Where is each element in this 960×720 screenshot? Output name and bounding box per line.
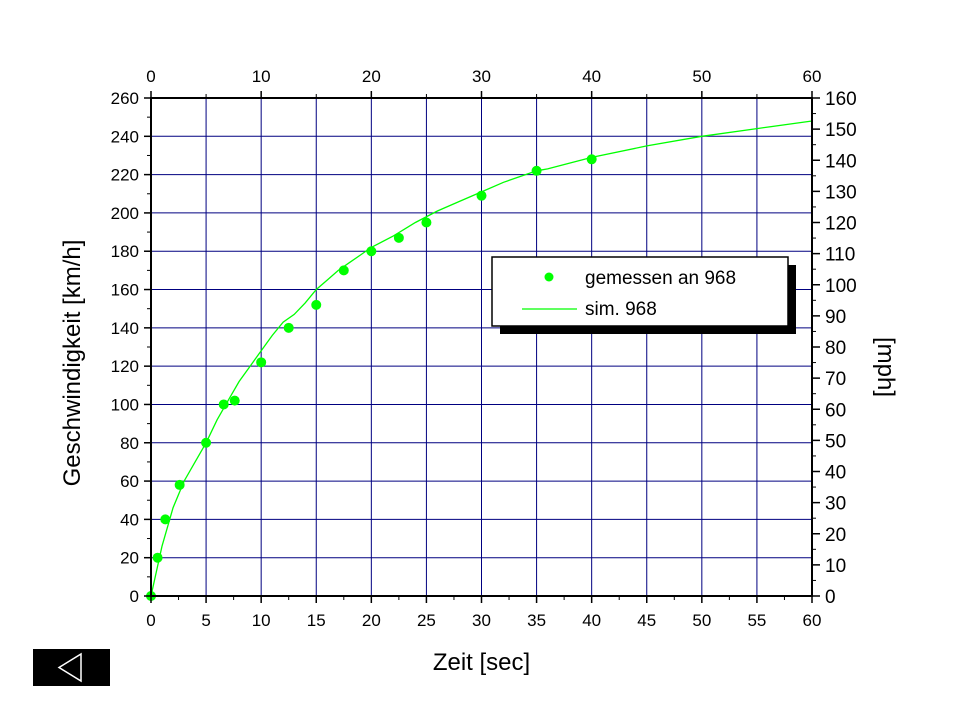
y2-tick-label: 120 — [825, 214, 857, 235]
y2-tick-label: 20 — [825, 525, 846, 546]
y2-tick-label: 110 — [825, 245, 855, 266]
points-layer — [146, 154, 597, 601]
x2-tick-label: 30 — [472, 67, 491, 86]
ticks-layer — [144, 91, 820, 603]
x2-tick-label: 10 — [252, 67, 271, 86]
y-axis-label: Geschwindigkeit [km/h] — [59, 240, 86, 487]
x2-tick-label: 50 — [692, 67, 711, 86]
x-axis-label: Zeit [sec] — [433, 649, 530, 676]
data-point — [229, 395, 240, 406]
y2-tick-label: 30 — [825, 494, 846, 515]
y2-axis-label: [mph] — [872, 337, 899, 397]
y2-tick-label: 160 — [825, 89, 857, 110]
y-tick-label: 240 — [111, 127, 139, 146]
y-tick-label: 0 — [130, 587, 139, 606]
y2-tick-label: 100 — [825, 276, 857, 297]
y-tick-label: 80 — [120, 434, 139, 453]
x-tick-label: 60 — [803, 611, 822, 630]
y-tick-label: 120 — [111, 357, 139, 376]
x-tick-label: 25 — [417, 611, 436, 630]
data-point — [201, 437, 212, 448]
data-point — [476, 190, 487, 201]
x-tick-label: 10 — [252, 611, 271, 630]
data-point — [311, 299, 322, 310]
x-tick-label: 35 — [527, 611, 546, 630]
y2-tick-label: 90 — [825, 307, 846, 328]
y2-tick-label: 140 — [825, 151, 857, 172]
y-tick-label: 100 — [111, 395, 139, 414]
legend-box — [491, 256, 789, 327]
y2-tick-label: 10 — [825, 556, 846, 577]
data-point — [174, 479, 185, 490]
data-point — [421, 217, 432, 228]
y-tick-label: 220 — [111, 166, 139, 185]
y2-tick-label: 40 — [825, 463, 846, 484]
x2-tick-label: 0 — [146, 67, 155, 86]
y-tick-label: 180 — [111, 242, 139, 261]
data-point — [366, 246, 377, 257]
y2-tick-label: 80 — [825, 338, 846, 359]
data-point — [393, 232, 404, 243]
y2-tick-label: 50 — [825, 431, 846, 452]
y-tick-label: 140 — [111, 319, 139, 338]
legend-label-sim: sim. 968 — [585, 299, 657, 320]
y-tick-label: 260 — [111, 89, 139, 108]
data-point — [586, 154, 597, 165]
y-tick-label: 200 — [111, 204, 139, 223]
data-point — [338, 265, 349, 276]
data-point — [283, 322, 294, 333]
y-tick-label: 20 — [120, 549, 139, 568]
y2-tick-label: 70 — [825, 369, 846, 390]
y2-tick-label: 130 — [825, 182, 857, 203]
x-tick-label: 15 — [307, 611, 326, 630]
x-tick-label: 50 — [692, 611, 711, 630]
y-tick-label: 40 — [120, 510, 139, 529]
x2-tick-label: 60 — [803, 67, 822, 86]
x-tick-label: 40 — [582, 611, 601, 630]
x-tick-label: 5 — [201, 611, 210, 630]
x-tick-label: 30 — [472, 611, 491, 630]
data-point — [531, 165, 542, 176]
legend-label-measured: gemessen an 968 — [585, 268, 736, 289]
y2-tick-label: 150 — [825, 120, 857, 141]
grid-lines — [151, 98, 812, 596]
x-tick-label: 45 — [637, 611, 656, 630]
y2-tick-label: 60 — [825, 400, 846, 421]
x-tick-label: 55 — [747, 611, 766, 630]
tick-labels: 0 5 10 15 20 25 30 35 40 45 50 55 600 10 20 30 40 50 60020… — [111, 67, 857, 630]
triangle-left-icon — [57, 652, 82, 683]
data-point — [256, 357, 267, 368]
data-point — [152, 552, 163, 563]
y-tick-label: 60 — [120, 472, 139, 491]
legend: gemessen an 968 sim. 968 — [491, 256, 796, 334]
y2-tick-label: 0 — [825, 587, 836, 608]
back-button[interactable] — [33, 649, 110, 686]
data-point — [160, 514, 171, 525]
x-tick-label: 0 — [146, 611, 155, 630]
x2-tick-label: 20 — [362, 67, 381, 86]
x-tick-label: 20 — [362, 611, 381, 630]
y-tick-label: 160 — [111, 281, 139, 300]
legend-marker-measured — [544, 272, 554, 282]
data-point — [218, 399, 229, 410]
x2-tick-label: 40 — [582, 67, 601, 86]
